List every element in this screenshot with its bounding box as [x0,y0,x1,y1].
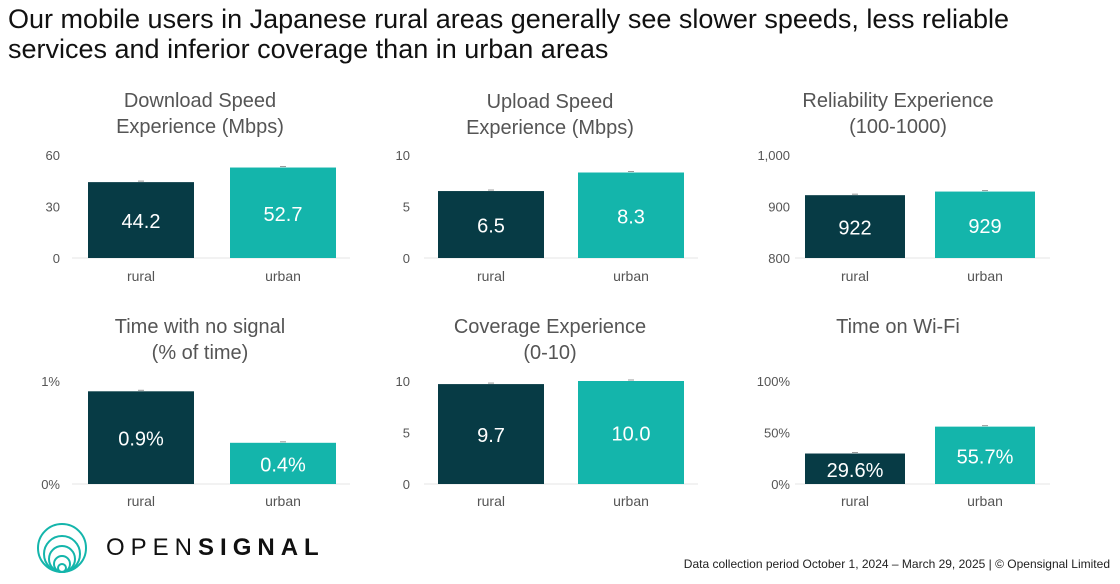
footer-note: Data collection period October 1, 2024 –… [683,557,1110,571]
x-category-label: urban [613,493,649,509]
chart-title-wifi: Time on Wi-Fi [748,314,1048,340]
logo-icon [37,523,87,573]
x-category-label: rural [127,493,155,509]
x-category-label: urban [613,268,649,284]
headline: Our mobile users in Japanese rural areas… [8,4,1010,64]
value-label: 52.7 [264,204,303,226]
value-label: 44.2 [122,211,161,233]
x-category-label: urban [265,493,301,509]
x-category-label: urban [967,493,1003,509]
bar-rural [438,191,544,258]
title-line: Coverage Experience [453,316,647,338]
y-tick-label: 0 [403,477,410,492]
y-tick-label: 10 [396,148,410,163]
y-tick-label: 0% [771,477,790,492]
title-line: Download Speed [123,90,277,112]
logo-text: OPENSIGNAL [106,534,325,561]
x-category-label: rural [477,493,505,509]
y-tick-label: 10 [396,374,410,389]
value-label: 929 [968,216,1001,238]
bar-urban [230,442,336,484]
bar-rural [805,453,905,484]
title-line: Time on Wi-Fi [836,316,960,338]
chart-title-upload: Upload Speed Experience (Mbps) [400,89,700,141]
value-label: 10.0 [612,424,651,446]
y-tick-label: 100% [757,374,791,389]
title-line: Upload Speed [486,91,614,113]
bar-rural [88,391,194,484]
value-label: 29.6% [827,460,884,482]
x-category-label: urban [967,268,1003,284]
opensignal-logo: OPENSIGNAL [36,522,325,574]
chart-title-reliability: Reliability Experience (100-1000) [748,88,1048,140]
x-category-label: rural [127,268,155,284]
y-tick-label: 1% [41,374,60,389]
value-label: 6.5 [477,216,505,238]
y-tick-label: 0% [41,477,60,492]
y-tick-label: 5 [403,426,410,441]
bar-urban [578,172,684,258]
title-line: Experience (Mbps) [466,117,634,139]
x-category-label: rural [841,493,869,509]
value-label: 0.9% [118,429,164,451]
y-tick-label: 900 [768,200,790,215]
y-tick-label: 1,000 [757,148,790,163]
y-tick-label: 5 [403,200,410,215]
bar-urban [230,167,336,258]
chart-title-coverage: Coverage Experience (0-10) [400,314,700,366]
title-line: Experience (Mbps) [116,116,284,138]
bar-rural [88,182,194,258]
y-tick-label: 0 [53,251,60,266]
value-label: 8.3 [617,206,645,228]
title-line: Reliability Experience [802,90,994,112]
x-category-label: rural [841,268,869,284]
bar-urban [935,426,1035,484]
y-tick-label: 50% [764,426,790,441]
title-line: (% of time) [151,342,249,364]
value-label: 922 [838,218,871,240]
bar-urban [578,381,684,484]
x-category-label: rural [477,268,505,284]
y-tick-label: 800 [768,251,790,266]
chart-title-no-signal: Time with no signal (% of time) [50,314,350,366]
y-tick-label: 0 [403,251,410,266]
value-label: 0.4% [260,454,306,476]
title-line: Time with no signal [114,316,286,338]
value-label: 55.7% [957,446,1014,468]
bar-rural [438,384,544,484]
title-line: (0-10) [523,342,577,364]
bar-urban [935,191,1035,258]
bar-rural [805,195,905,258]
y-tick-label: 60 [46,148,60,163]
y-tick-label: 30 [46,200,60,215]
chart-title-download: Download Speed Experience (Mbps) [50,88,350,140]
title-line: (100-1000) [849,116,947,138]
x-category-label: urban [265,268,301,284]
value-label: 9.7 [477,425,505,447]
